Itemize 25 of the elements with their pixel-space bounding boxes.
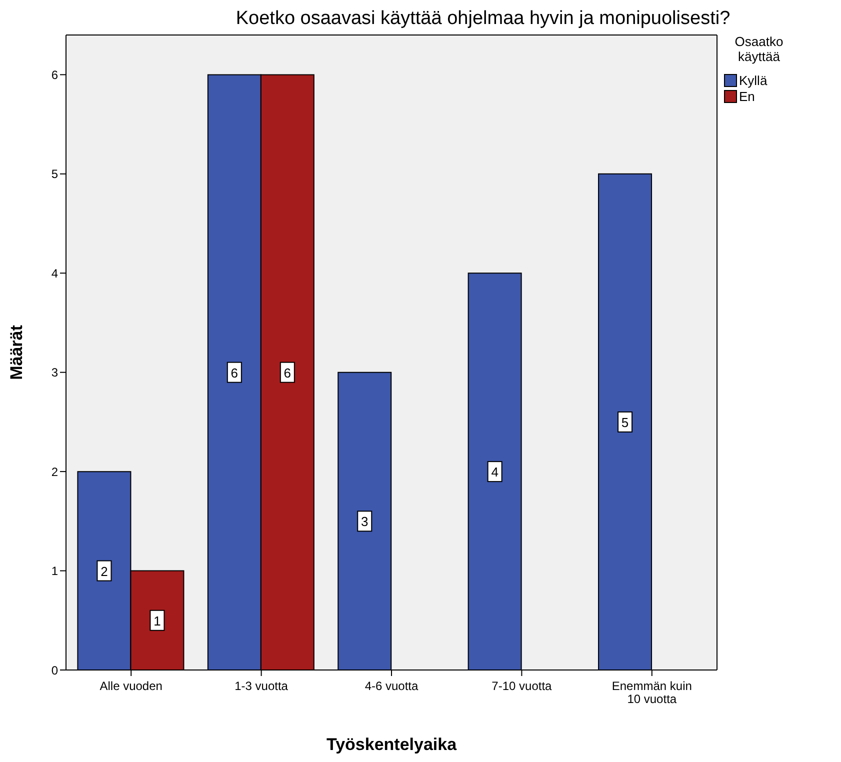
- x-tick-label: 7-10 vuotta: [492, 679, 552, 693]
- data-label: 4: [491, 464, 498, 480]
- y-tick-label: 0: [51, 663, 58, 678]
- legend-label: Kyllä: [739, 72, 768, 88]
- x-tick-label: 4-6 vuotta: [364, 679, 419, 693]
- data-label: 6: [230, 365, 238, 380]
- data-label: 2: [100, 564, 108, 579]
- x-axis-title: Työskentelyaika: [326, 735, 458, 754]
- y-tick-label: 3: [51, 366, 58, 380]
- y-axis-title: Määrät: [7, 324, 26, 380]
- data-label: 1: [154, 613, 161, 628]
- legend-label: En: [739, 88, 755, 104]
- data-label: 5: [621, 414, 629, 430]
- y-tick-label: 5: [51, 167, 58, 182]
- y-tick-label: 1: [51, 564, 58, 578]
- x-tick-label: Alle vuoden: [100, 679, 162, 693]
- y-tick-label: 6: [51, 68, 58, 82]
- data-label: 3: [361, 514, 368, 530]
- x-tick-label: 1-3 vuotta: [234, 679, 288, 693]
- x-tick-label: Enemmän kuin 10 vuotta: [612, 679, 692, 706]
- chart-title: Koetko osaavasi käyttää ohjelmaa hyvin ja monipuolisesti?: [234, 8, 732, 30]
- data-label: 6: [284, 365, 292, 380]
- legend-title: Osaatko käyttää: [734, 34, 784, 64]
- y-tick-label: 2: [51, 464, 58, 479]
- y-tick-label: 4: [51, 266, 58, 280]
